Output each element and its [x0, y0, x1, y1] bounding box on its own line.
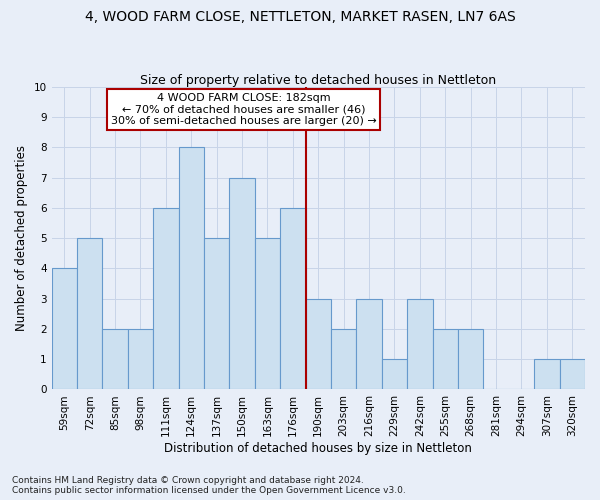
- Text: Contains HM Land Registry data © Crown copyright and database right 2024.
Contai: Contains HM Land Registry data © Crown c…: [12, 476, 406, 495]
- Bar: [280, 208, 305, 390]
- Bar: [229, 178, 255, 390]
- Bar: [204, 238, 229, 390]
- Text: 4, WOOD FARM CLOSE, NETTLETON, MARKET RASEN, LN7 6AS: 4, WOOD FARM CLOSE, NETTLETON, MARKET RA…: [85, 10, 515, 24]
- Bar: [458, 329, 484, 390]
- Bar: [560, 359, 585, 390]
- Bar: [179, 148, 204, 390]
- Bar: [534, 359, 560, 390]
- Bar: [52, 268, 77, 390]
- Bar: [153, 208, 179, 390]
- Y-axis label: Number of detached properties: Number of detached properties: [15, 145, 28, 331]
- Bar: [128, 329, 153, 390]
- X-axis label: Distribution of detached houses by size in Nettleton: Distribution of detached houses by size …: [164, 442, 472, 455]
- Bar: [103, 329, 128, 390]
- Bar: [407, 298, 433, 390]
- Bar: [305, 298, 331, 390]
- Bar: [77, 238, 103, 390]
- Bar: [433, 329, 458, 390]
- Bar: [255, 238, 280, 390]
- Bar: [382, 359, 407, 390]
- Text: 4 WOOD FARM CLOSE: 182sqm
← 70% of detached houses are smaller (46)
30% of semi-: 4 WOOD FARM CLOSE: 182sqm ← 70% of detac…: [111, 93, 376, 126]
- Bar: [356, 298, 382, 390]
- Title: Size of property relative to detached houses in Nettleton: Size of property relative to detached ho…: [140, 74, 496, 87]
- Bar: [331, 329, 356, 390]
